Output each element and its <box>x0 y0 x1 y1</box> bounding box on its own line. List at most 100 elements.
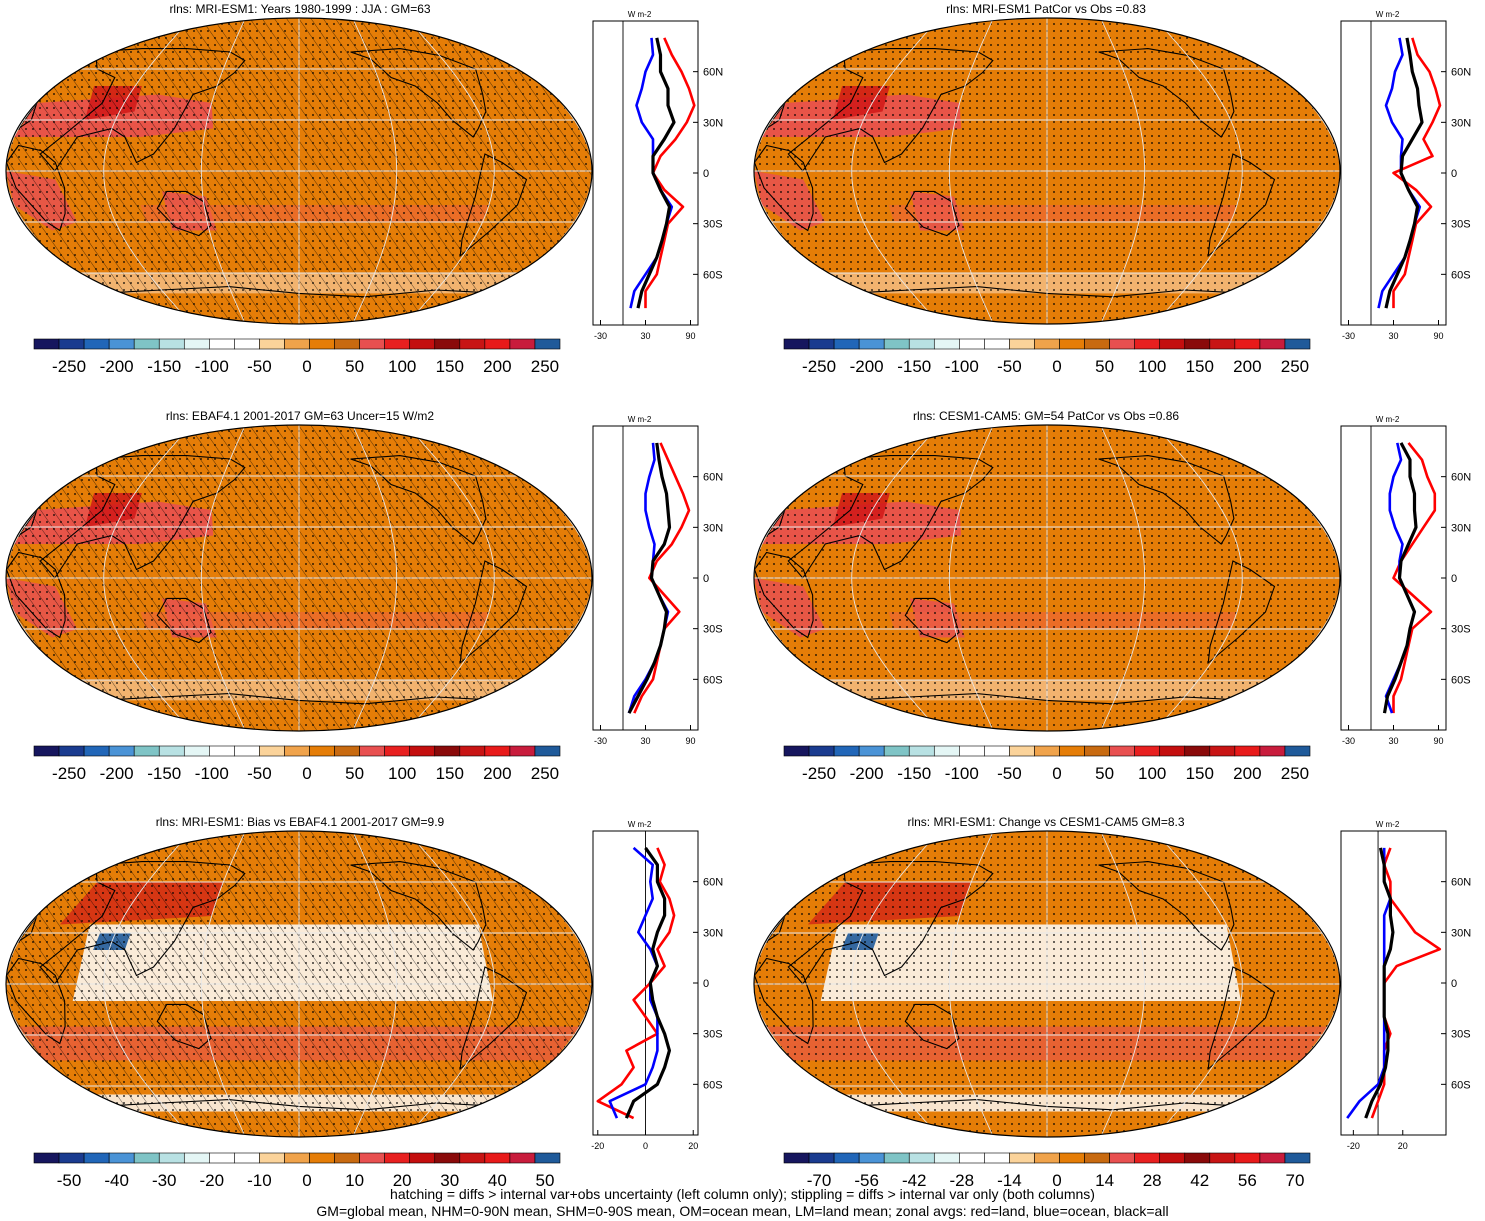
colorbar-swatch <box>1184 1152 1211 1164</box>
colorbar-swatch <box>908 338 935 350</box>
colorbar-swatch <box>234 338 260 350</box>
colorbar-label: 50 <box>1095 357 1114 376</box>
footnote-hatching: hatching = diffs > internal var+obs unce… <box>390 1186 1095 1202</box>
colorbar-swatch <box>1134 338 1161 350</box>
colorbar-swatch <box>1284 1152 1311 1164</box>
x-tick-label: 20 <box>1398 1141 1408 1151</box>
coastline-australia <box>904 597 960 644</box>
colorbar-swatch <box>959 745 985 757</box>
lat-tick-label: 60S <box>703 269 723 281</box>
colorbar-label: -150 <box>147 764 181 783</box>
colorbar-swatch <box>808 338 835 350</box>
colorbar-label: 42 <box>1190 1171 1209 1190</box>
colorbar-swatch <box>459 745 486 757</box>
meridian <box>352 18 398 324</box>
colorbar-swatch <box>858 1152 885 1164</box>
meridian <box>851 18 940 324</box>
colorbar-swatch <box>158 745 185 757</box>
map-title-5: rlns: MRI-ESM1: Bias vs EBAF4.1 2001-201… <box>155 815 445 829</box>
coastline-africa <box>754 551 814 639</box>
lat-tick-label: 60S <box>703 1079 723 1091</box>
x-tick-label: 90 <box>685 331 695 341</box>
map-title-6: rlns: MRI-ESM1: Change vs CESM1-CAM5 GM=… <box>907 815 1185 829</box>
colorbar-label: 200 <box>483 764 511 783</box>
x-tick-label: -30 <box>1342 736 1355 746</box>
colorbar-2: -250 -200 -150 -100 -50 0 50 100 150 200 250 <box>783 338 1311 376</box>
coastline-antarctica <box>843 286 1251 324</box>
colorbar-label: 150 <box>436 357 464 376</box>
coastline-europe_nafrica <box>17 102 38 129</box>
coastline-africa <box>6 957 66 1045</box>
coastline-eurasia <box>787 48 994 172</box>
colorbar-label: 0 <box>1052 357 1061 376</box>
colorbar-swatch <box>1209 745 1236 757</box>
zonal-line-all <box>1364 847 1395 1119</box>
lat-tick-label: 30S <box>703 219 723 231</box>
colorbar-label: -14 <box>997 1171 1022 1190</box>
map-4 <box>753 424 1341 732</box>
meridian <box>406 18 495 324</box>
colorbar-swatch <box>158 1152 185 1164</box>
colorbar-swatch <box>1284 338 1311 350</box>
colorbar-swatch <box>933 338 960 350</box>
meridian <box>200 831 246 1137</box>
colorbar-swatch <box>259 745 285 757</box>
colorbar-swatch <box>1084 338 1110 350</box>
colorbar-label: 200 <box>1233 357 1261 376</box>
coastline-samerica <box>1207 966 1276 1071</box>
lat-tick-label: 60N <box>703 67 723 79</box>
colorbar-swatch <box>1109 338 1135 350</box>
colorbar-label: 200 <box>483 357 511 376</box>
colorbar-label: 40 <box>488 1171 507 1190</box>
lat-tick-label: 30S <box>703 624 723 636</box>
lat-tick-label: 30N <box>703 117 723 129</box>
meridian <box>103 831 192 1137</box>
colorbar-swatch <box>284 1152 310 1164</box>
colorbar-swatch <box>434 338 461 350</box>
colorbar-swatch <box>783 745 810 757</box>
colorbar-swatch <box>1034 1152 1060 1164</box>
colorbar-swatch <box>959 338 985 350</box>
map-6 <box>753 830 1341 1138</box>
zonal-line-all <box>627 442 672 714</box>
colorbar-swatch <box>1159 338 1186 350</box>
colorbar-label: -56 <box>854 1171 879 1190</box>
colorbar-swatch <box>209 338 235 350</box>
coastline-europe_nafrica <box>765 509 786 536</box>
zonal-plot-6: W m-2 60N 30N 0 30S 60S -20 20 <box>1340 820 1471 1151</box>
lat-tick-label: 30S <box>1451 1029 1471 1041</box>
zonal-line-land <box>1392 442 1437 714</box>
x-tick-label: -20 <box>1347 1141 1360 1151</box>
map-title-2: rlns: MRI-ESM1 PatCor vs Obs =0.83 <box>946 2 1146 16</box>
x-tick-label: 90 <box>685 736 695 746</box>
meridian <box>1154 425 1243 731</box>
colorbar-swatch <box>1084 745 1110 757</box>
zonal-line-land <box>596 847 676 1120</box>
coastline-australia <box>156 190 212 237</box>
colorbar-swatch <box>409 745 436 757</box>
lat-tick-label: 30N <box>703 927 723 939</box>
colorbar-label: -200 <box>100 764 134 783</box>
colorbar-swatch <box>883 1152 910 1164</box>
colorbar-swatch <box>783 338 810 350</box>
colorbar-label: 50 <box>345 764 364 783</box>
coastline-eurasia <box>39 861 246 985</box>
meridian <box>200 425 246 731</box>
colorbar-3: -250 -200 -150 -100 -50 0 50 100 150 200 250 <box>33 745 561 783</box>
coastline-australia <box>904 1003 960 1050</box>
zonal-frame <box>1340 830 1447 1136</box>
colorbar-swatch <box>509 745 536 757</box>
colorbar-swatch <box>1009 338 1035 350</box>
coastline-namerica <box>1098 861 1235 951</box>
colorbar-label: -40 <box>104 1171 129 1190</box>
colorbar-label: 100 <box>388 764 416 783</box>
map-title-3: rlns: EBAF4.1 2001-2017 GM=63 Uncer=15 W… <box>165 409 435 423</box>
meridian <box>103 18 192 324</box>
colorbar-swatch <box>434 1152 461 1164</box>
map-border <box>5 830 593 1138</box>
meridian <box>103 425 192 731</box>
colorbar-5: -50 -40 -30 -20 -10 0 10 20 30 40 50 <box>33 1152 561 1190</box>
lat-tick-label: 0 <box>1451 168 1457 180</box>
colorbar-label: 200 <box>1233 764 1261 783</box>
colorbar-label: 0 <box>302 764 311 783</box>
